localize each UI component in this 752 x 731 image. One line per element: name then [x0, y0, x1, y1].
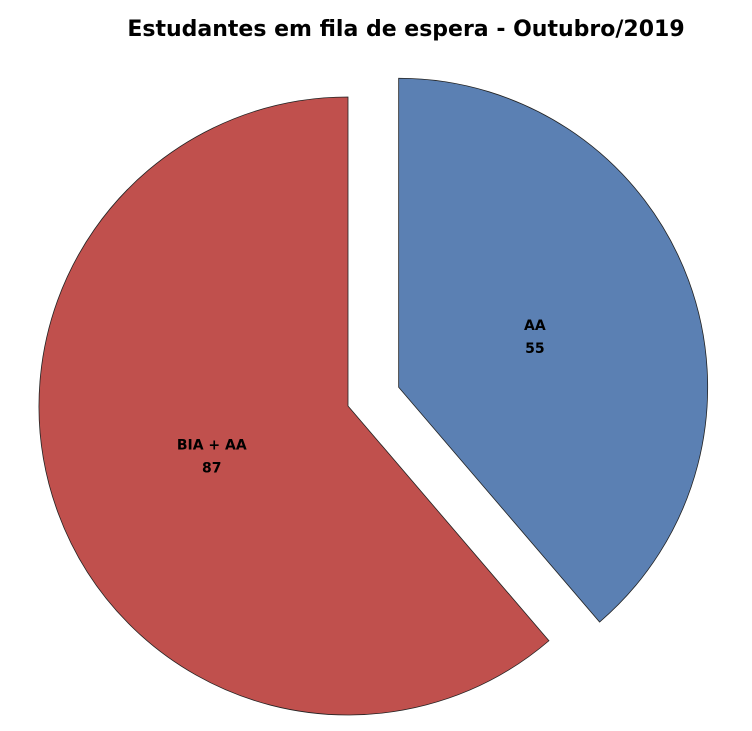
- chart-title: Estudantes em fila de espera - Outubro/2…: [127, 17, 684, 42]
- pie-slice: [38, 96, 550, 716]
- slice-label: AA: [524, 318, 546, 334]
- pie-slice: [398, 77, 708, 623]
- slice-value: 87: [202, 460, 221, 476]
- slice-label: BIA + AA: [177, 437, 247, 453]
- slice-value: 55: [525, 341, 544, 357]
